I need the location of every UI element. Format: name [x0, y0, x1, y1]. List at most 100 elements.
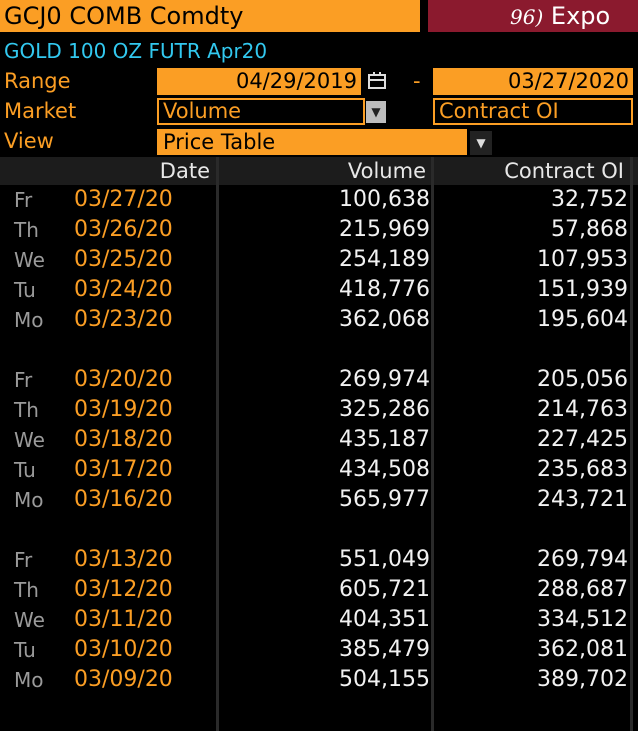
range-start-field[interactable]: 04/29/2019 [157, 68, 361, 95]
header-date[interactable]: Date [159, 159, 210, 183]
range-label: Range [4, 69, 71, 93]
row-date: 03/12/20 [74, 577, 173, 602]
column-divider [630, 157, 633, 731]
row-date: 03/25/20 [74, 247, 173, 272]
table-row[interactable]: Fr 03/20/20 269,974 205,056 [0, 365, 638, 395]
day-of-week: Tu [14, 278, 36, 302]
table-row[interactable]: Mo 03/23/20 362,068 195,604 [0, 305, 638, 335]
row-volume: 565,977 [339, 487, 430, 512]
row-contract-oi: 57,868 [551, 217, 628, 242]
day-of-week: Mo [14, 668, 44, 692]
row-date: 03/27/20 [74, 187, 173, 212]
row-volume: 269,974 [339, 367, 430, 392]
table-header: Date Volume Contract OI [0, 157, 638, 185]
export-number: 96) [510, 5, 544, 29]
market-select[interactable]: Volume [157, 98, 365, 125]
export-button[interactable]: 96) Expo [428, 0, 638, 32]
row-volume: 434,508 [339, 457, 430, 482]
row-volume: 551,049 [339, 547, 430, 572]
day-of-week: Fr [14, 548, 33, 572]
row-date: 03/26/20 [74, 217, 173, 242]
header-contract-oi[interactable]: Contract OI [504, 159, 624, 183]
day-of-week: Fr [14, 368, 33, 392]
ticker-field[interactable]: GCJ0 COMB Comdty [0, 0, 420, 32]
row-contract-oi: 205,056 [537, 367, 628, 392]
day-of-week: Th [14, 578, 39, 602]
day-of-week: Mo [14, 308, 44, 332]
row-contract-oi: 389,702 [537, 667, 628, 692]
row-contract-oi: 288,687 [537, 577, 628, 602]
day-of-week: We [14, 428, 45, 452]
row-contract-oi: 107,953 [537, 247, 628, 272]
day-of-week: Th [14, 218, 39, 242]
row-contract-oi: 32,752 [551, 187, 628, 212]
chevron-down-icon[interactable]: ▼ [470, 131, 492, 155]
table-row[interactable]: We 03/18/20 435,187 227,425 [0, 425, 638, 455]
row-contract-oi: 243,721 [537, 487, 628, 512]
row-date: 03/20/20 [74, 367, 173, 392]
table-row[interactable]: Tu 03/10/20 385,479 362,081 [0, 635, 638, 665]
row-date: 03/19/20 [74, 397, 173, 422]
row-contract-oi: 362,081 [537, 637, 628, 662]
row-contract-oi: 151,939 [537, 277, 628, 302]
security-description: GOLD 100 OZ FUTR Apr20 [4, 39, 268, 63]
view-label: View [4, 129, 54, 153]
row-contract-oi: 214,763 [537, 397, 628, 422]
day-of-week: Th [14, 398, 39, 422]
day-of-week: Tu [14, 638, 36, 662]
market-secondary-field[interactable]: Contract OI [433, 98, 633, 125]
row-date: 03/09/20 [74, 667, 173, 692]
column-divider [216, 157, 219, 731]
table-row[interactable]: Fr 03/13/20 551,049 269,794 [0, 545, 638, 575]
table-row[interactable]: Mo 03/16/20 565,977 243,721 [0, 485, 638, 515]
row-contract-oi: 334,512 [537, 607, 628, 632]
table-row[interactable]: Th 03/26/20 215,969 57,868 [0, 215, 638, 245]
row-volume: 385,479 [339, 637, 430, 662]
row-contract-oi: 235,683 [537, 457, 628, 482]
day-of-week: Tu [14, 458, 36, 482]
row-volume: 435,187 [339, 427, 430, 452]
chevron-down-icon[interactable]: ▼ [366, 101, 386, 123]
day-of-week: Fr [14, 188, 33, 212]
row-contract-oi: 227,425 [537, 427, 628, 452]
row-date: 03/13/20 [74, 547, 173, 572]
table-row[interactable]: We 03/11/20 404,351 334,512 [0, 605, 638, 635]
market-label: Market [4, 99, 77, 123]
day-of-week: We [14, 248, 45, 272]
row-date: 03/18/20 [74, 427, 173, 452]
row-volume: 362,068 [339, 307, 430, 332]
row-date: 03/24/20 [74, 277, 173, 302]
price-table: Date Volume Contract OI Fr 03/27/20 100,63… [0, 157, 638, 731]
range-separator: - [413, 69, 421, 93]
day-of-week: We [14, 608, 45, 632]
view-select[interactable]: Price Table [157, 129, 467, 155]
export-label: Expo [550, 2, 611, 30]
header-volume[interactable]: Volume [347, 159, 426, 183]
row-volume: 605,721 [339, 577, 430, 602]
row-date: 03/11/20 [74, 607, 173, 632]
row-volume: 215,969 [339, 217, 430, 242]
table-row[interactable]: Tu 03/24/20 418,776 151,939 [0, 275, 638, 305]
table-row[interactable]: Fr 03/27/20 100,638 32,752 [0, 185, 638, 215]
row-date: 03/16/20 [74, 487, 173, 512]
row-volume: 254,189 [339, 247, 430, 272]
row-date: 03/17/20 [74, 457, 173, 482]
row-contract-oi: 195,604 [537, 307, 628, 332]
row-date: 03/23/20 [74, 307, 173, 332]
table-row[interactable]: Tu 03/17/20 434,508 235,683 [0, 455, 638, 485]
table-row[interactable]: We 03/25/20 254,189 107,953 [0, 245, 638, 275]
table-row[interactable]: Mo 03/09/20 504,155 389,702 [0, 665, 638, 695]
row-volume: 504,155 [339, 667, 430, 692]
table-row[interactable]: Th 03/12/20 605,721 288,687 [0, 575, 638, 605]
row-date: 03/10/20 [74, 637, 173, 662]
table-row[interactable]: Th 03/19/20 325,286 214,763 [0, 395, 638, 425]
row-volume: 100,638 [339, 187, 430, 212]
range-end-field[interactable]: 03/27/2020 [433, 68, 633, 95]
day-of-week: Mo [14, 488, 44, 512]
row-contract-oi: 269,794 [537, 547, 628, 572]
column-divider [431, 157, 434, 731]
row-volume: 404,351 [339, 607, 430, 632]
calendar-icon[interactable] [366, 70, 388, 92]
row-volume: 325,286 [339, 397, 430, 422]
row-volume: 418,776 [339, 277, 430, 302]
